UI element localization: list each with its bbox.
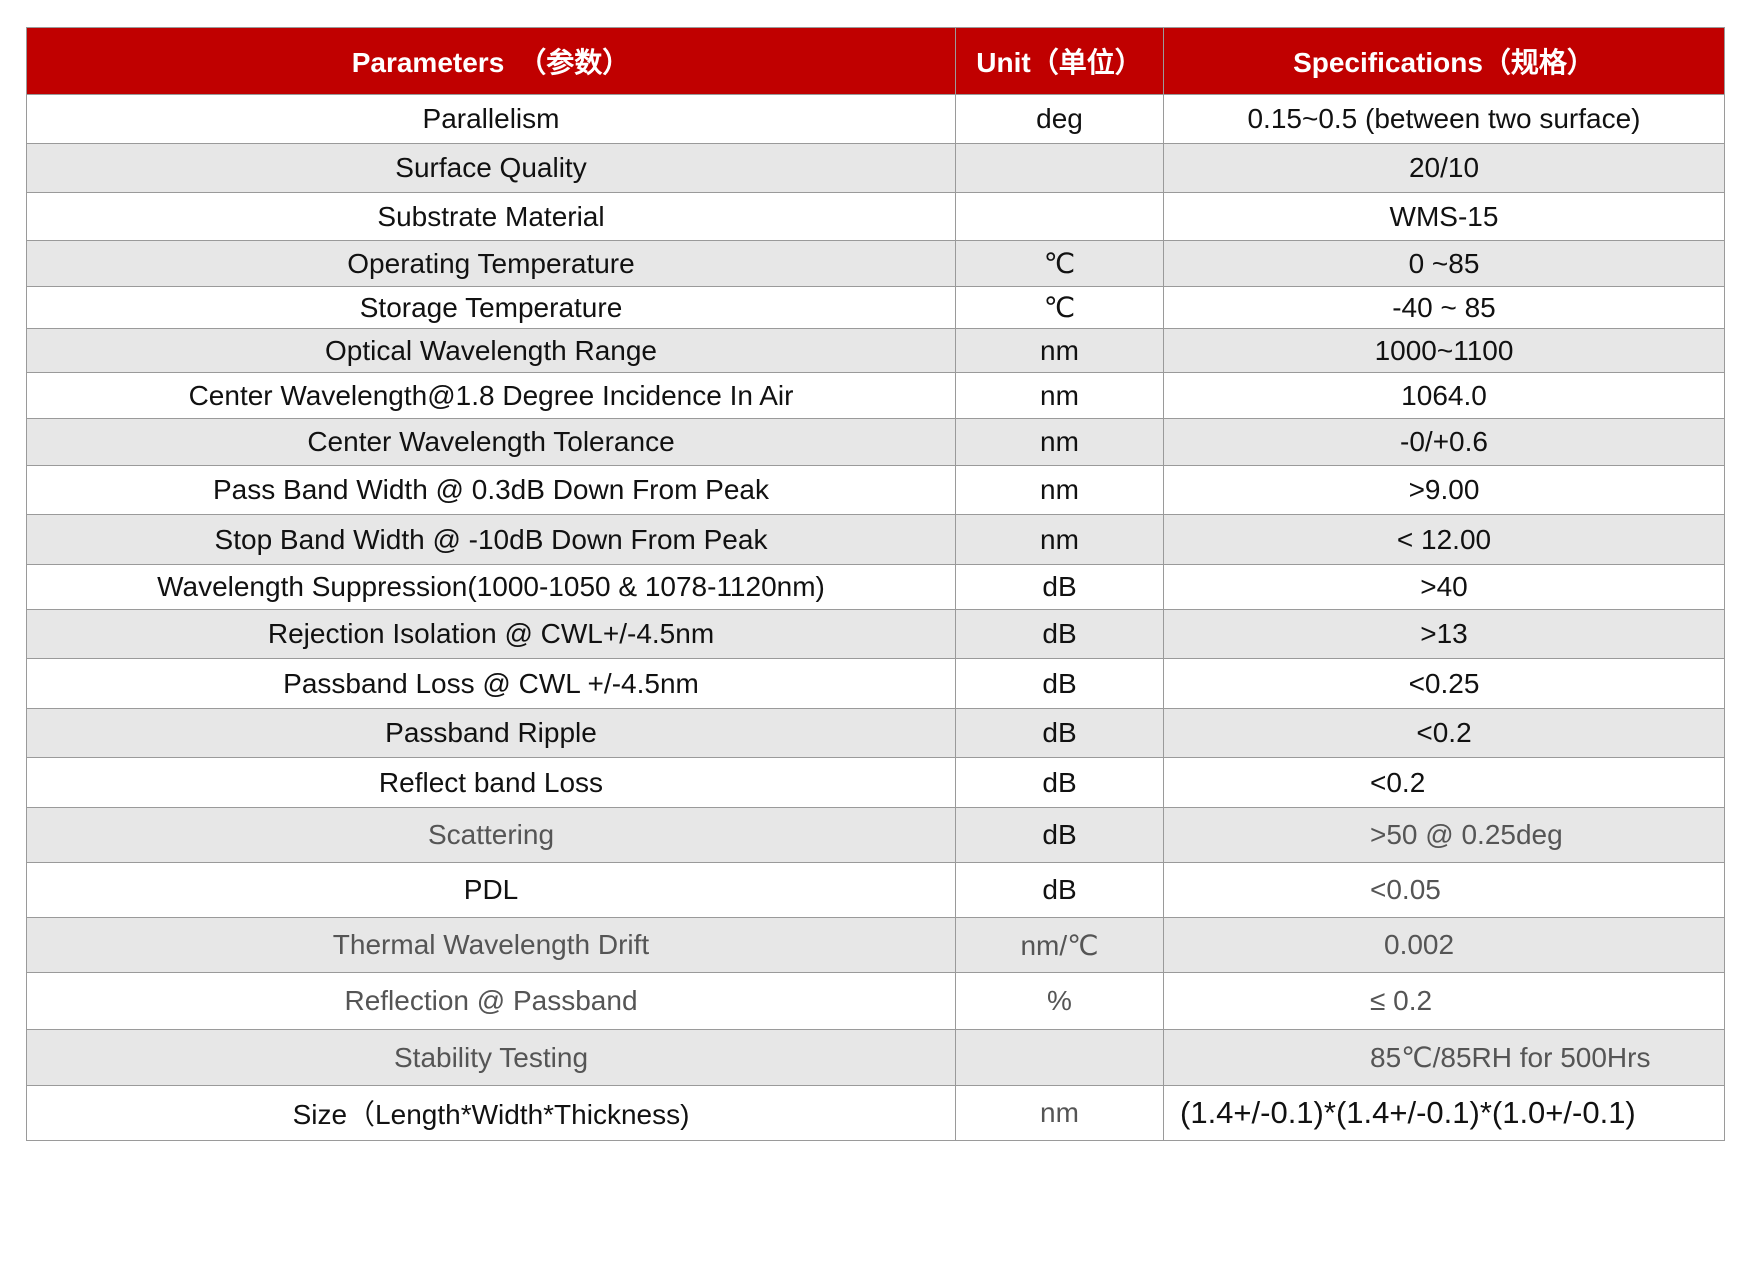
header-specifications: Specifications（规格）: [1163, 27, 1725, 95]
unit-cell: dB: [955, 609, 1164, 659]
table-row: Substrate Material WMS-15: [26, 192, 1725, 241]
parameter-cell: Reflect band Loss: [26, 757, 956, 808]
table-row: Thermal Wavelength Drift nm/℃ 0.002: [26, 917, 1725, 973]
parameter-cell: Reflection @ Passband: [26, 972, 956, 1030]
spec-cell: >9.00: [1163, 465, 1725, 515]
spec-cell: WMS-15: [1163, 192, 1725, 241]
unit-cell: dB: [955, 658, 1164, 709]
unit-cell: [955, 143, 1164, 193]
unit-cell: nm: [955, 465, 1164, 515]
table-row: Stability Testing 85℃/85RH for 500Hrs: [26, 1029, 1725, 1086]
parameter-cell: Storage Temperature: [26, 286, 956, 329]
unit-cell: [955, 1029, 1164, 1086]
parameter-cell: Wavelength Suppression(1000-1050 & 1078-…: [26, 564, 956, 610]
table-row: Center Wavelength@1.8 Degree Incidence I…: [26, 372, 1725, 419]
table-row: Reflect band Loss dB <0.2: [26, 757, 1725, 808]
spec-cell: >40: [1163, 564, 1725, 610]
spec-cell: 1064.0: [1163, 372, 1725, 419]
parameter-cell: Surface Quality: [26, 143, 956, 193]
spec-cell: 85℃/85RH for 500Hrs: [1163, 1029, 1725, 1086]
spec-cell: < 12.00: [1163, 514, 1725, 565]
spec-cell: ≤ 0.2: [1163, 972, 1725, 1030]
parameter-cell: Size（Length*Width*Thickness): [26, 1085, 956, 1141]
spec-cell: <0.2: [1163, 708, 1725, 758]
parameter-cell: Passband Ripple: [26, 708, 956, 758]
unit-cell: nm: [955, 1085, 1164, 1141]
spec-cell: 20/10: [1163, 143, 1725, 193]
unit-cell: deg: [955, 94, 1164, 144]
spec-cell: <0.2: [1163, 757, 1725, 808]
parameter-cell: Rejection Isolation @ CWL+/-4.5nm: [26, 609, 956, 659]
parameter-cell: Center Wavelength@1.8 Degree Incidence I…: [26, 372, 956, 419]
spec-cell: -40 ~ 85: [1163, 286, 1725, 329]
spec-cell: 0 ~85: [1163, 240, 1725, 287]
unit-cell: ℃: [955, 286, 1164, 329]
parameter-cell: Center Wavelength Tolerance: [26, 418, 956, 466]
table-row: Scattering dB >50 @ 0.25deg: [26, 807, 1725, 863]
spec-cell: 1000~1100: [1163, 328, 1725, 373]
header-parameters: Parameters （参数）: [26, 27, 956, 95]
table-header-row: Parameters （参数） Unit（单位） Specifications（…: [26, 27, 1725, 95]
parameter-cell: Passband Loss @ CWL +/-4.5nm: [26, 658, 956, 709]
unit-cell: [955, 192, 1164, 241]
spec-cell: -0/+0.6: [1163, 418, 1725, 466]
table-row: Size（Length*Width*Thickness) nm (1.4+/-0…: [26, 1085, 1725, 1141]
table-row: Parallelism deg 0.15~0.5 (between two su…: [26, 94, 1725, 144]
spec-cell: >13: [1163, 609, 1725, 659]
table-row: Storage Temperature ℃ -40 ~ 85: [26, 286, 1725, 329]
parameter-cell: Optical Wavelength Range: [26, 328, 956, 373]
parameter-cell: Scattering: [26, 807, 956, 863]
parameter-cell: Thermal Wavelength Drift: [26, 917, 956, 973]
spec-cell: 0.15~0.5 (between two surface): [1163, 94, 1725, 144]
parameter-cell: PDL: [26, 862, 956, 918]
table-row: Pass Band Width @ 0.3dB Down From Peak n…: [26, 465, 1725, 515]
unit-cell: ℃: [955, 240, 1164, 287]
table-row: Rejection Isolation @ CWL+/-4.5nm dB >13: [26, 609, 1725, 659]
spec-cell: <0.05: [1163, 862, 1725, 918]
unit-cell: dB: [955, 862, 1164, 918]
table-row: Optical Wavelength Range nm 1000~1100: [26, 328, 1725, 373]
unit-cell: nm: [955, 372, 1164, 419]
spec-cell: <0.25: [1163, 658, 1725, 709]
spec-cell: (1.4+/-0.1)*(1.4+/-0.1)*(1.0+/-0.1): [1163, 1085, 1725, 1141]
table-row: Center Wavelength Tolerance nm -0/+0.6: [26, 418, 1725, 466]
parameter-cell: Substrate Material: [26, 192, 956, 241]
unit-cell: nm: [955, 418, 1164, 466]
table-row: Wavelength Suppression(1000-1050 & 1078-…: [26, 564, 1725, 610]
unit-cell: nm/℃: [955, 917, 1164, 973]
unit-cell: dB: [955, 708, 1164, 758]
parameter-cell: Stop Band Width @ -10dB Down From Peak: [26, 514, 956, 565]
unit-cell: %: [955, 972, 1164, 1030]
unit-cell: nm: [955, 514, 1164, 565]
unit-cell: dB: [955, 564, 1164, 610]
table-row: Stop Band Width @ -10dB Down From Peak n…: [26, 514, 1725, 565]
table-row: Passband Ripple dB <0.2: [26, 708, 1725, 758]
table-row: Surface Quality 20/10: [26, 143, 1725, 193]
parameter-cell: Operating Temperature: [26, 240, 956, 287]
table-row: Operating Temperature ℃ 0 ~85: [26, 240, 1725, 287]
unit-cell: nm: [955, 328, 1164, 373]
spec-cell: 0.002: [1163, 917, 1725, 973]
specification-table: Parameters （参数） Unit（单位） Specifications（…: [26, 27, 1725, 1141]
unit-cell: dB: [955, 757, 1164, 808]
header-unit: Unit（单位）: [955, 27, 1164, 95]
spec-cell: >50 @ 0.25deg: [1163, 807, 1725, 863]
table-row: Reflection @ Passband % ≤ 0.2: [26, 972, 1725, 1030]
parameter-cell: Stability Testing: [26, 1029, 956, 1086]
table-row: Passband Loss @ CWL +/-4.5nm dB <0.25: [26, 658, 1725, 709]
parameter-cell: Parallelism: [26, 94, 956, 144]
table-row: PDL dB <0.05: [26, 862, 1725, 918]
unit-cell: dB: [955, 807, 1164, 863]
parameter-cell: Pass Band Width @ 0.3dB Down From Peak: [26, 465, 956, 515]
